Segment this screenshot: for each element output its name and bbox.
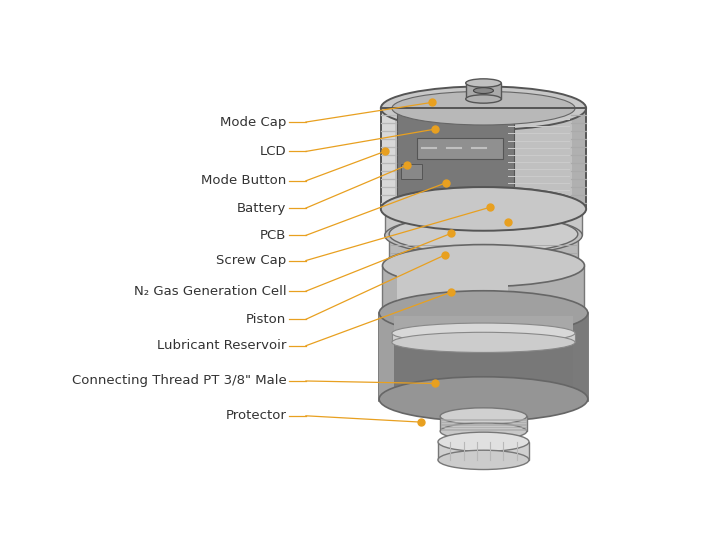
Ellipse shape (384, 215, 582, 256)
Ellipse shape (379, 377, 588, 421)
Bar (394, 316, 574, 333)
Polygon shape (381, 108, 395, 209)
Ellipse shape (379, 290, 588, 335)
Bar (384, 207, 582, 235)
Text: N₂ Gas Generation Cell: N₂ Gas Generation Cell (134, 284, 286, 298)
Polygon shape (381, 108, 586, 209)
Bar (379, 313, 395, 401)
Ellipse shape (465, 79, 501, 87)
Ellipse shape (438, 432, 529, 451)
Bar (392, 333, 575, 342)
Bar (438, 442, 529, 460)
Text: Mode Button: Mode Button (201, 174, 286, 187)
Text: Mode Cap: Mode Cap (220, 116, 286, 129)
Ellipse shape (381, 86, 586, 130)
Polygon shape (572, 108, 586, 209)
Text: Battery: Battery (237, 202, 286, 215)
Bar (417, 138, 503, 159)
Ellipse shape (382, 293, 584, 335)
Ellipse shape (392, 323, 575, 343)
Text: LCD: LCD (260, 145, 286, 158)
Bar (379, 313, 588, 401)
Text: Protector: Protector (226, 409, 286, 422)
Polygon shape (382, 313, 584, 328)
Ellipse shape (440, 423, 527, 440)
Bar (390, 234, 578, 267)
Ellipse shape (438, 450, 529, 470)
Bar (397, 269, 508, 311)
Bar (440, 416, 527, 431)
Bar (397, 110, 514, 205)
Ellipse shape (390, 247, 578, 286)
Bar (394, 341, 574, 399)
Ellipse shape (390, 215, 578, 253)
Bar (572, 313, 588, 401)
Ellipse shape (384, 187, 582, 227)
Text: Lubricant Reservoir: Lubricant Reservoir (157, 339, 286, 352)
Ellipse shape (392, 332, 575, 353)
Ellipse shape (381, 187, 586, 231)
Bar (382, 265, 584, 314)
Bar (402, 164, 422, 179)
Bar (381, 108, 586, 209)
Ellipse shape (473, 88, 493, 94)
Text: Screw Cap: Screw Cap (216, 254, 286, 267)
Text: PCB: PCB (260, 229, 286, 242)
Polygon shape (379, 399, 588, 418)
Ellipse shape (440, 408, 527, 425)
Ellipse shape (392, 92, 575, 125)
Ellipse shape (382, 245, 584, 287)
Text: Piston: Piston (246, 313, 286, 326)
Ellipse shape (465, 95, 501, 103)
Bar (465, 83, 501, 99)
Text: Connecting Thread PT 3/8" Male: Connecting Thread PT 3/8" Male (72, 374, 286, 387)
